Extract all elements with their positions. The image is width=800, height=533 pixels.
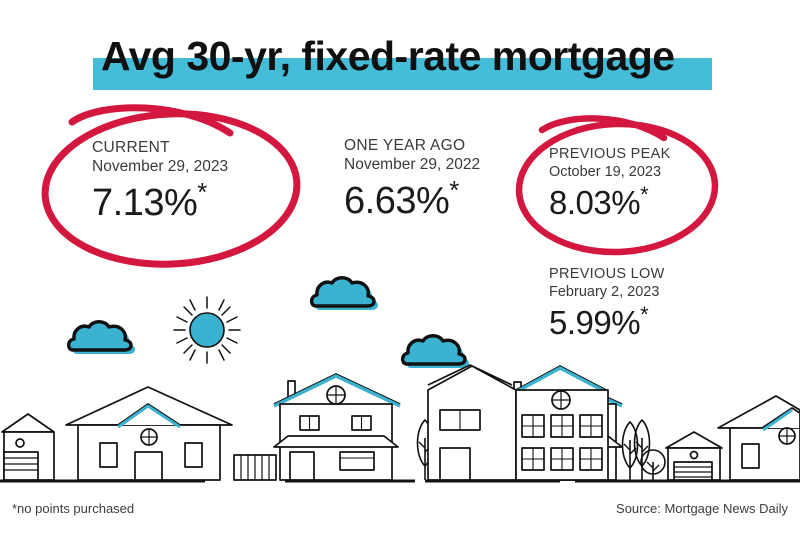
stat-date-one-year-ago: November 29, 2022 — [344, 156, 481, 174]
stat-label-current: CURRENT — [92, 139, 170, 156]
footnote: *no points purchased — [12, 501, 135, 516]
stat-value-current: 7.13%* — [92, 178, 228, 225]
house-icon — [427, 364, 513, 386]
stat-value-number-current: 7.13% — [92, 182, 198, 225]
house-icon — [65, 386, 277, 481]
stat-value-one-year-ago: 6.63%* — [344, 176, 480, 223]
stat-value-number-previous-peak: 8.03% — [549, 183, 641, 221]
stat-value-number-previous-low: 5.99% — [549, 303, 641, 341]
cloud-icon — [400, 334, 469, 368]
streetscape-illustration — [0, 276, 800, 483]
stat-block-one-year-ago: ONE YEAR AGO November 29, 2022 6.63%* — [344, 136, 480, 223]
stat-block-current: CURRENT November 29, 2023 7.13%* — [92, 138, 228, 225]
stat-date-previous-peak: October 19, 2023 — [549, 164, 662, 181]
stat-value-asterisk-one-year-ago: * — [449, 175, 459, 206]
stat-label-one-year-ago: ONE YEAR AGO — [344, 137, 466, 154]
house-icon — [665, 431, 723, 481]
stat-value-asterisk-current: * — [197, 177, 207, 208]
stat-value-number-one-year-ago: 6.63% — [344, 180, 450, 223]
house-icon — [1, 413, 55, 481]
title-highlight-band — [93, 58, 712, 90]
stat-block-previous-low: PREVIOUS LOW February 2, 2023 5.99%* — [549, 265, 665, 342]
stat-value-previous-low: 5.99%* — [549, 301, 665, 342]
house-icon — [717, 395, 800, 481]
house-icon — [273, 373, 401, 481]
house-icon — [427, 365, 609, 481]
source-attribution: Source: Mortgage News Daily — [616, 501, 788, 516]
cloud-icon — [309, 276, 378, 310]
house-row-illustration — [1, 364, 800, 483]
stat-label-previous-peak: PREVIOUS PEAK — [549, 146, 671, 162]
cloud-icon — [66, 320, 135, 354]
stat-value-asterisk-previous-peak: * — [640, 181, 649, 207]
tree-icon — [640, 449, 666, 482]
stat-value-previous-peak: 8.03%* — [549, 181, 671, 222]
stat-block-previous-peak: PREVIOUS PEAK October 19, 2023 8.03%* — [549, 145, 671, 222]
stat-date-previous-low: February 2, 2023 — [549, 284, 660, 301]
stat-label-previous-low: PREVIOUS LOW — [549, 266, 665, 282]
stat-date-current: November 29, 2023 — [92, 158, 229, 176]
stat-value-asterisk-previous-low: * — [640, 301, 649, 327]
page-title-text: Avg 30-yr, fixed-rate mortgage — [101, 33, 675, 79]
sun-icon — [173, 296, 241, 364]
